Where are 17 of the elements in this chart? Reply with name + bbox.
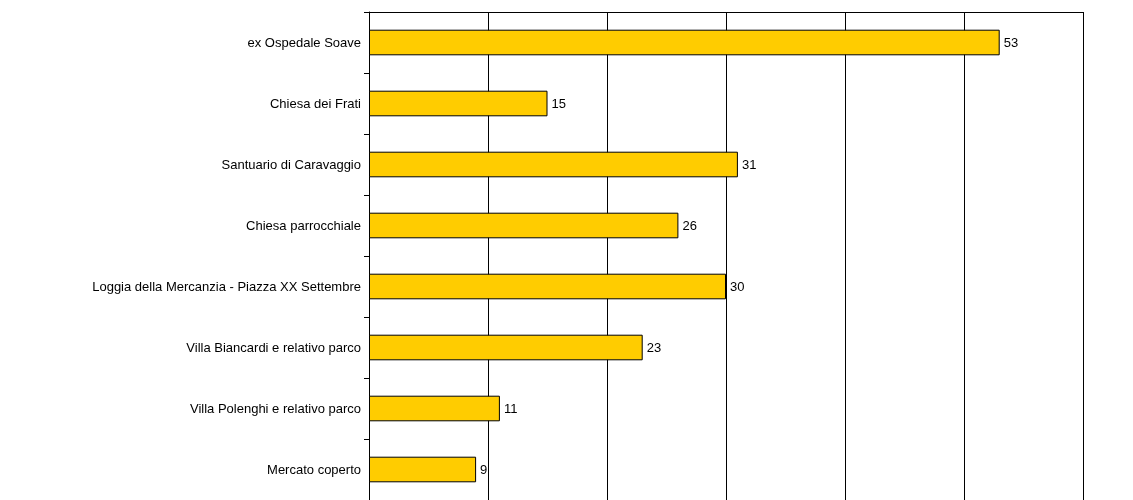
data-label: 53: [1003, 35, 1019, 50]
data-label: 15: [551, 96, 566, 111]
bar: [369, 456, 477, 483]
y-tick-label: Santuario di Caravaggio: [221, 157, 361, 172]
data-label: 30: [730, 279, 745, 294]
y-tick-label: Mercato coperto: [267, 462, 361, 477]
data-label: 23: [646, 340, 662, 355]
data-label: 31: [741, 157, 757, 172]
y-tick-label: Chiesa parrocchiale: [246, 218, 361, 233]
y-tick-label: ex Ospedale Soave: [247, 35, 361, 50]
y-tick-label: Villa Polenghi e relativo parco: [189, 401, 361, 416]
y-tick-label: Loggia della Mercanzia - Piazza XX Settembre: [92, 279, 361, 294]
y-tick-label: Villa Biancardi e relativo parco: [186, 340, 361, 355]
data-label: 9: [480, 462, 488, 477]
data-label: 26: [682, 218, 697, 233]
y-tick-label: Chiesa dei Frati: [269, 96, 362, 111]
data-label: 11: [503, 401, 518, 416]
